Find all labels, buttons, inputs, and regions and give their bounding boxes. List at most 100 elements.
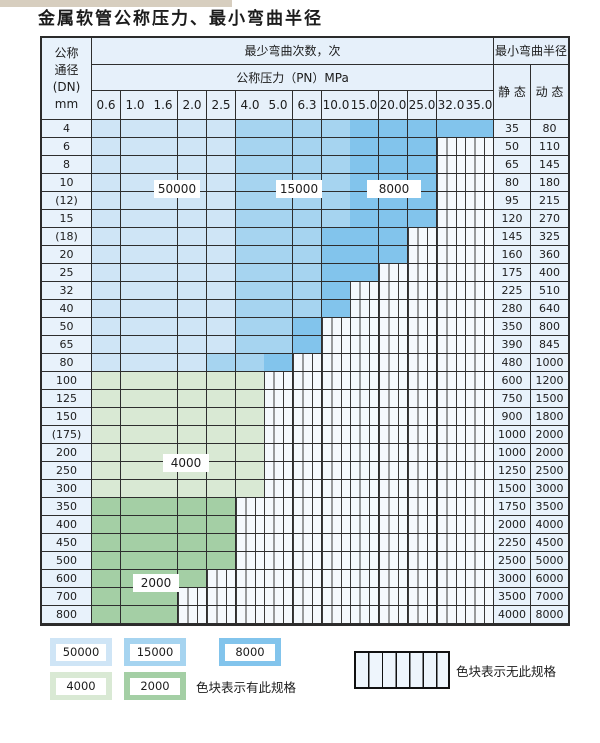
cycle-cell-unavailable xyxy=(293,372,322,390)
cycle-cell-db xyxy=(379,120,408,138)
static-cell: 2250 xyxy=(494,534,531,552)
dn-cell: 20 xyxy=(42,246,92,264)
dn-cell: 4 xyxy=(42,120,92,138)
static-cell: 35 xyxy=(494,120,531,138)
cycle-cell-unavailable xyxy=(322,588,351,606)
cycle-cell-unavailable xyxy=(207,570,236,588)
cycle-cell-unavailable xyxy=(465,246,494,264)
static-cell: 390 xyxy=(494,336,531,354)
cycle-cell-mb xyxy=(293,228,322,246)
cycle-cell-unavailable xyxy=(465,480,494,498)
cycle-cell-unavailable xyxy=(293,534,322,552)
cycle-cell-unavailable xyxy=(408,246,437,264)
cycle-cell-unavailable xyxy=(465,138,494,156)
cycle-cell-lb xyxy=(178,228,207,246)
cycle-cell-unavailable xyxy=(408,552,437,570)
static-cell: 95 xyxy=(494,192,531,210)
cycle-cell-lb xyxy=(121,156,150,174)
cycle-cell-mb xyxy=(322,156,351,174)
cycle-cell-unavailable xyxy=(379,426,408,444)
cycle-cell-lb xyxy=(92,318,121,336)
cycle-cell-lg xyxy=(121,480,150,498)
cycle-cell-unavailable xyxy=(350,606,379,624)
cycle-cell-mg xyxy=(149,606,178,624)
static-cell: 1500 xyxy=(494,480,531,498)
cycle-cell-mg xyxy=(207,534,236,552)
cycle-cell-mg xyxy=(178,534,207,552)
cycle-cell-db xyxy=(350,210,379,228)
cycle-cell-db xyxy=(379,246,408,264)
cycle-cell-lb xyxy=(178,264,207,282)
legend-swatch-label: 4000 xyxy=(56,677,106,695)
cycle-cell-lb xyxy=(207,246,236,264)
cycle-cell-unavailable xyxy=(293,354,322,372)
cycle-cell-lg xyxy=(92,426,121,444)
static-cell: 600 xyxy=(494,372,531,390)
cycle-cell-lb xyxy=(121,300,150,318)
cycle-cell-lb xyxy=(92,282,121,300)
cycle-cell-unavailable xyxy=(408,408,437,426)
dynamic-cell: 640 xyxy=(531,300,568,318)
cycle-cell-lb xyxy=(207,264,236,282)
cycle-cell-unavailable xyxy=(437,300,466,318)
pressure-tick: 25.0 xyxy=(408,91,437,120)
cycle-cell-lg xyxy=(207,390,236,408)
cycle-cell-lb xyxy=(92,228,121,246)
cycle-cell-lg xyxy=(149,426,178,444)
cycle-cell-unavailable xyxy=(437,318,466,336)
cycle-cell-lb xyxy=(207,228,236,246)
cycle-cell-lb xyxy=(121,246,150,264)
cycle-cell-lb xyxy=(207,336,236,354)
cycle-cell-unavailable xyxy=(379,552,408,570)
cycle-cell-db xyxy=(322,228,351,246)
cycle-cell-lb xyxy=(207,138,236,156)
cycle-cell-lb xyxy=(92,138,121,156)
cycle-cell-lb xyxy=(92,210,121,228)
cycle-cell-unavailable xyxy=(293,552,322,570)
dynamic-cell: 6000 xyxy=(531,570,568,588)
cycle-cell-lg xyxy=(178,390,207,408)
cycle-cell-lg xyxy=(92,408,121,426)
pressure-tick: 2.5 xyxy=(207,91,236,120)
cycle-cell-unavailable xyxy=(408,588,437,606)
static-cell: 225 xyxy=(494,282,531,300)
pressure-bend-table: 公称 通径 (DN) mm 最少弯曲次数，次 最小弯曲半径 公称压力（PN）MPa 静 态动 … xyxy=(40,36,570,626)
corner-line: (DN) xyxy=(52,80,81,94)
cycle-cell-lg xyxy=(92,390,121,408)
cycle-cell-mb xyxy=(293,120,322,138)
dn-cell: 25 xyxy=(42,264,92,282)
cycle-cell-unavailable xyxy=(437,264,466,282)
cycle-cell-unavailable xyxy=(350,516,379,534)
cycle-cell-lb xyxy=(149,318,178,336)
cycle-cell-lb xyxy=(178,210,207,228)
cycle-cell-db xyxy=(322,282,351,300)
page-title: 金属软管公称压力、最小弯曲半径 xyxy=(38,9,323,29)
cycle-cell-unavailable xyxy=(437,408,466,426)
cycle-cell-unavailable xyxy=(322,534,351,552)
cycle-cell-unavailable xyxy=(293,444,322,462)
cycle-cell-unavailable xyxy=(322,480,351,498)
dn-cell: 150 xyxy=(42,408,92,426)
cycle-cell-unavailable xyxy=(322,426,351,444)
dynamic-cell: 1500 xyxy=(531,390,568,408)
cycle-cell-mg xyxy=(92,570,121,588)
cycle-cell-mg xyxy=(121,606,150,624)
cycle-cell-unavailable xyxy=(350,444,379,462)
dn-cell: 800 xyxy=(42,606,92,624)
cycle-cell-unavailable xyxy=(408,390,437,408)
cycle-cell-unavailable xyxy=(236,606,265,624)
cycle-cell-lg xyxy=(236,480,265,498)
cycle-cell-unavailable xyxy=(322,372,351,390)
cycle-cell-db xyxy=(264,354,293,372)
cycle-cell-unavailable xyxy=(437,228,466,246)
cycle-cell-unavailable xyxy=(264,426,293,444)
cycle-cell-unavailable xyxy=(437,480,466,498)
cycle-cell-mb xyxy=(264,156,293,174)
cycle-cell-unavailable xyxy=(350,408,379,426)
zone-label-50000: 50000 xyxy=(154,180,200,198)
cycle-cell-unavailable xyxy=(350,534,379,552)
dn-cell: (18) xyxy=(42,228,92,246)
legend-swatch-15000: 15000 xyxy=(124,638,186,666)
cycle-cell-unavailable xyxy=(379,408,408,426)
dynamic-cell: 325 xyxy=(531,228,568,246)
